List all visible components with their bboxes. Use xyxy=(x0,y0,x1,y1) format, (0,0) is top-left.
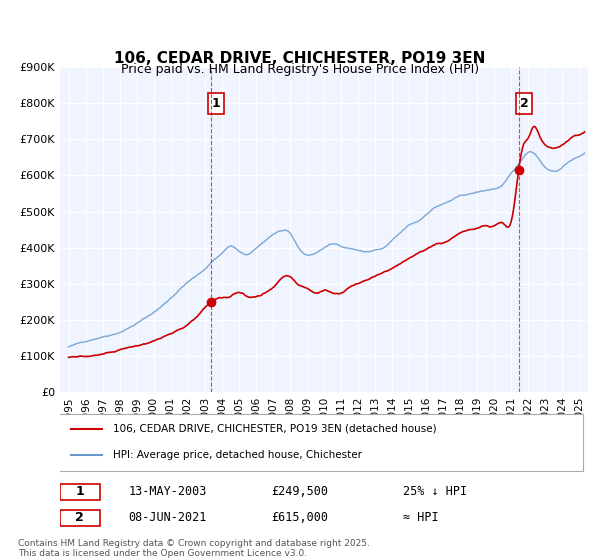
Text: 106, CEDAR DRIVE, CHICHESTER, PO19 3EN (detached house): 106, CEDAR DRIVE, CHICHESTER, PO19 3EN (… xyxy=(113,424,436,434)
FancyBboxPatch shape xyxy=(60,510,100,526)
FancyBboxPatch shape xyxy=(55,414,583,471)
Text: ≈ HPI: ≈ HPI xyxy=(403,511,439,524)
Text: 2: 2 xyxy=(75,511,84,524)
Text: Price paid vs. HM Land Registry's House Price Index (HPI): Price paid vs. HM Land Registry's House … xyxy=(121,63,479,77)
Text: Contains HM Land Registry data © Crown copyright and database right 2025.
This d: Contains HM Land Registry data © Crown c… xyxy=(18,539,370,558)
Text: 1: 1 xyxy=(212,97,220,110)
Text: 08-JUN-2021: 08-JUN-2021 xyxy=(128,511,207,524)
Text: 1: 1 xyxy=(75,485,84,498)
FancyBboxPatch shape xyxy=(60,484,100,500)
Text: 2: 2 xyxy=(520,97,529,110)
Text: 106, CEDAR DRIVE, CHICHESTER, PO19 3EN: 106, CEDAR DRIVE, CHICHESTER, PO19 3EN xyxy=(115,52,485,66)
Text: £249,500: £249,500 xyxy=(271,485,328,498)
Text: £615,000: £615,000 xyxy=(271,511,328,524)
Text: 13-MAY-2003: 13-MAY-2003 xyxy=(128,485,207,498)
Text: 25% ↓ HPI: 25% ↓ HPI xyxy=(403,485,467,498)
Text: HPI: Average price, detached house, Chichester: HPI: Average price, detached house, Chic… xyxy=(113,450,362,460)
